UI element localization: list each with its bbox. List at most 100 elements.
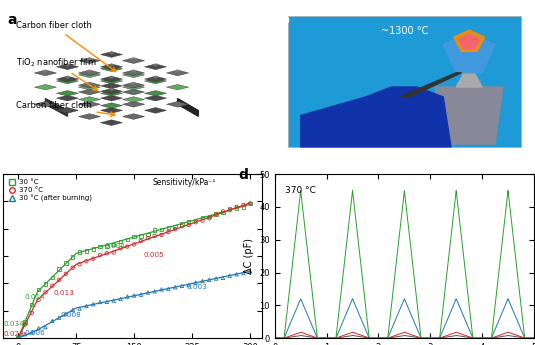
1 kPa [287,334,294,338]
Polygon shape [144,91,166,96]
Point [212,276,220,281]
Polygon shape [64,63,71,67]
Polygon shape [101,83,123,89]
Point [62,271,70,277]
Point [137,292,146,297]
10 kPa [273,336,279,340]
Polygon shape [34,101,57,107]
Point [55,315,63,321]
10 kPa [272,336,278,340]
100 kPa [531,336,535,340]
Polygon shape [42,69,49,73]
Polygon shape [79,70,101,76]
Polygon shape [79,58,101,63]
Point [123,237,132,243]
Point [27,302,36,307]
1 kPa [282,336,289,340]
Text: d: d [239,168,248,181]
Y-axis label: ΔC (pF): ΔC (pF) [244,238,254,274]
Point [48,275,57,280]
Point [239,204,248,210]
Polygon shape [57,76,79,82]
Text: 0.005: 0.005 [143,252,164,258]
10 kPa [517,326,523,330]
Polygon shape [456,73,482,87]
Point [192,218,200,223]
10 kPa [398,304,404,308]
Polygon shape [166,85,189,90]
Polygon shape [178,99,198,116]
Polygon shape [86,57,93,61]
Polygon shape [101,52,123,57]
Polygon shape [131,81,136,85]
Polygon shape [45,99,67,116]
Polygon shape [86,69,93,73]
Polygon shape [123,114,144,119]
Text: TiO$_2$ nanofiber film: TiO$_2$ nanofiber film [16,57,97,90]
100 Pa [273,336,279,340]
Point [192,280,200,285]
1 kPa [297,330,304,334]
Polygon shape [79,72,101,78]
Polygon shape [109,87,114,91]
Polygon shape [131,57,136,61]
Point [96,299,104,305]
Text: 0.013: 0.013 [54,290,74,296]
Point [178,224,186,229]
Point [246,201,255,206]
Polygon shape [109,51,114,55]
Polygon shape [79,97,101,102]
Polygon shape [131,69,136,73]
Point [116,296,125,302]
100 kPa [287,281,294,285]
Point [171,285,179,290]
Point [130,234,139,239]
Text: Sensitivity/kPa⁻¹: Sensitivity/kPa⁻¹ [153,178,216,187]
Polygon shape [123,72,144,78]
Point [21,322,29,327]
FancyBboxPatch shape [288,16,521,147]
Text: Carbon fiber cloth: Carbon fiber cloth [16,21,116,72]
100 kPa [323,336,329,340]
Polygon shape [454,30,485,51]
Point [232,204,241,210]
Polygon shape [443,34,495,73]
Polygon shape [152,75,159,79]
Polygon shape [34,85,57,90]
Polygon shape [101,66,123,71]
10 kPa [287,322,294,326]
Text: b: b [280,13,290,27]
Polygon shape [459,34,479,49]
Point [225,207,234,213]
Point [157,232,166,238]
Polygon shape [79,85,101,90]
Polygon shape [86,81,93,85]
Point [27,310,36,315]
1 kPa [398,331,404,335]
Point [192,219,200,225]
Point [123,294,132,299]
1 kPa [517,334,523,338]
10 kPa [323,336,329,340]
Point [130,241,139,247]
Point [75,306,84,312]
10 kPa [531,336,535,340]
Point [212,211,220,217]
Point [212,211,220,217]
Polygon shape [79,114,101,119]
Point [157,227,166,232]
Text: 0.014: 0.014 [24,294,45,300]
Point [41,324,50,330]
Point [82,258,91,264]
Text: Carbon fiber cloth: Carbon fiber cloth [16,101,115,116]
Point [96,252,104,258]
Polygon shape [57,108,79,113]
100 kPa [273,336,279,340]
Polygon shape [101,88,123,94]
Polygon shape [123,85,144,90]
Point [110,241,118,247]
Point [239,202,248,208]
Polygon shape [123,58,144,63]
Polygon shape [101,103,123,108]
Point [232,272,241,277]
